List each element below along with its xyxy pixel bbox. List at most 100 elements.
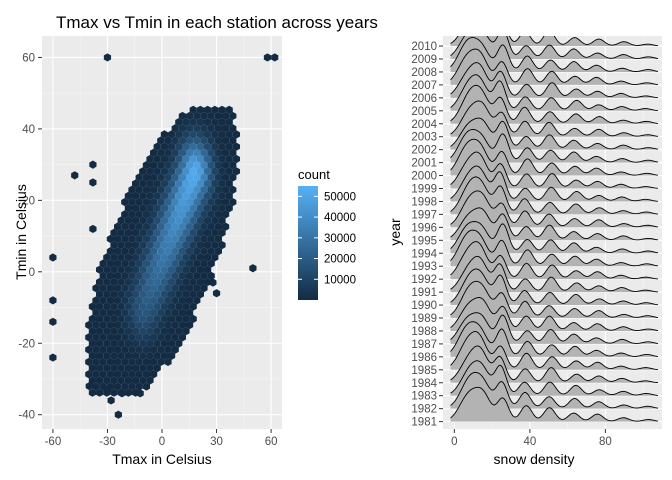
hexbin-cell	[171, 222, 179, 231]
hexbin-cell	[117, 376, 125, 385]
hexbin-cell	[204, 154, 212, 164]
hexbin-cell	[214, 111, 222, 121]
hexbin-cell	[121, 370, 129, 379]
hexbin-cell	[168, 204, 176, 213]
hexbin-cell	[153, 191, 161, 200]
hexbin-cell	[88, 302, 96, 311]
hexbin-cell	[135, 247, 143, 256]
hexbin-cell	[114, 234, 122, 244]
hexbin-cell	[146, 364, 154, 373]
hexbin-cell	[103, 302, 111, 311]
hexbin-y-tick-label: 0	[29, 267, 35, 279]
hexbin-cell	[229, 136, 237, 145]
hexbin-cell	[207, 111, 215, 121]
hexbin-cell	[196, 228, 204, 237]
hexbin-cell	[92, 345, 100, 354]
hexbin-outlier-cell	[136, 389, 144, 398]
hexbin-cell	[150, 247, 158, 256]
hexbin-cell	[225, 154, 233, 164]
hexbin-cell	[132, 204, 140, 213]
hexbin-cell	[229, 173, 237, 182]
hexbin-cell	[121, 271, 129, 280]
hexbin-cell	[139, 167, 147, 176]
hexbin-cell	[178, 308, 186, 317]
hexbin-cell	[168, 191, 176, 200]
hexbin-cell	[139, 228, 147, 237]
ridgeline-year-label: 1986	[411, 352, 437, 364]
hexbin-cell	[153, 142, 161, 151]
hexbin-cell	[207, 124, 215, 133]
hexbin-cell	[196, 154, 204, 164]
hexbin-outlier-cell	[271, 53, 279, 62]
hexbin-cell	[114, 382, 122, 391]
hexbin-cell	[114, 247, 122, 256]
hexbin-cell	[96, 364, 104, 373]
hexbin-cell	[182, 277, 190, 287]
hexbin-cell	[218, 167, 226, 176]
hexbin-x-tick-label: -30	[99, 436, 116, 448]
hexbin-cell	[92, 382, 100, 391]
hexbin-cell	[117, 277, 125, 287]
hexbin-cell	[193, 296, 201, 305]
hexbin-cell	[150, 308, 158, 317]
hexbin-cell	[225, 118, 233, 127]
hexbin-cell	[214, 185, 222, 194]
count-legend: count 10000 20000 30000 40000 50000	[298, 167, 356, 300]
hexbin-cell	[160, 290, 168, 299]
hexbin-cell	[121, 197, 129, 207]
hexbin-cell	[218, 191, 226, 200]
hexbin-cell	[232, 130, 240, 139]
ridge-line-1981	[450, 386, 659, 422]
hexbin-cell	[106, 370, 114, 379]
hexbin-cell	[182, 142, 190, 151]
hexbin-cell	[150, 345, 158, 354]
ridge-line-2005	[450, 74, 659, 112]
hexbin-cell	[92, 308, 100, 317]
hexbin-cell	[124, 241, 132, 250]
hexbin-cell	[204, 118, 212, 127]
ridgeline-x-axis-label: snow density	[494, 451, 575, 467]
hexbin-cell	[135, 185, 143, 194]
ridgeline-year-label: 1990	[411, 300, 437, 312]
hexbin-cell	[92, 333, 100, 342]
hexbin-outlier-cell	[89, 224, 97, 234]
hexbin-cell	[160, 253, 168, 262]
hexbin-cell	[157, 136, 165, 145]
hexbin-cell	[142, 197, 150, 207]
hexbin-cell	[171, 333, 179, 342]
hexbin-cell	[96, 327, 104, 336]
hexbin-cell	[124, 253, 132, 262]
hexbin-cell	[110, 327, 118, 336]
hexbin-cell	[157, 308, 165, 317]
hexbin-cell	[200, 136, 208, 145]
ridgeline-x-ticks: 0 40 80	[451, 429, 612, 448]
hexbin-cell	[193, 197, 201, 207]
hexbin-cell	[186, 173, 194, 182]
hexbin-cell	[142, 210, 150, 219]
hexbin-cell	[186, 148, 194, 157]
ridgeline-year-ticks: 1981198219831984198519861987198819891990…	[411, 41, 443, 429]
ridgeline-year-label: 2005	[411, 106, 437, 118]
hexbin-cell	[225, 204, 233, 213]
hexbin-cell	[146, 228, 154, 237]
hexbin-cell	[124, 376, 132, 385]
hexbin-cell	[88, 314, 96, 323]
hexbin-cell	[128, 222, 136, 231]
hexbin-cell	[135, 357, 143, 367]
hexbin-cell	[99, 308, 107, 317]
hexbin-cell	[132, 241, 140, 250]
ridgeline-year-label: 1981	[411, 417, 437, 429]
hexbin-cell	[193, 111, 201, 121]
hexbin-cell	[117, 241, 125, 250]
hexbin-cell	[142, 296, 150, 305]
hexbin-cell	[222, 111, 230, 121]
hexbin-outlier-cell	[107, 396, 115, 405]
hexbin-cell	[200, 271, 208, 280]
hexbin-cell	[124, 216, 132, 225]
hexbin-cell	[157, 345, 165, 354]
hexbin-cell	[99, 320, 107, 330]
hexbin-cell	[171, 173, 179, 182]
hexbin-cell	[164, 161, 172, 170]
hexbin-cell	[182, 191, 190, 200]
hexbin-cell	[225, 179, 233, 188]
